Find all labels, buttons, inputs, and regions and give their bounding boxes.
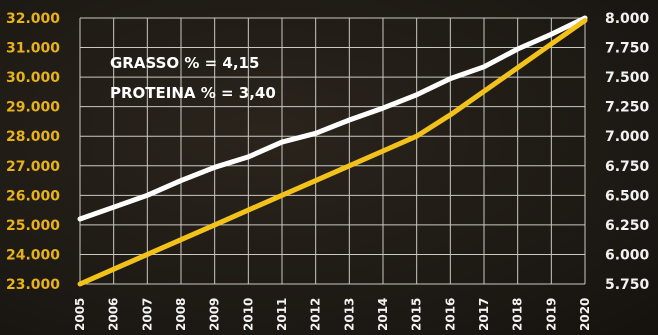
left-tick-label: 27.000 — [6, 159, 60, 175]
x-tick-label: 2016 — [443, 298, 457, 331]
annotation-proteina: PROTEINA % = 3,40 — [110, 84, 276, 102]
x-tick-label: 2020 — [578, 298, 592, 331]
right-tick-label: 6.000 — [605, 247, 650, 263]
x-tick-label: 2009 — [208, 298, 222, 331]
left-tick-label: 31.000 — [6, 41, 60, 57]
x-tick-label: 2006 — [107, 298, 121, 331]
right-tick-label: 5.750 — [605, 277, 650, 293]
x-tick-label: 2013 — [342, 298, 356, 331]
right-tick-label: 6.500 — [605, 188, 650, 204]
right-tick-label: 8.000 — [605, 11, 650, 27]
series-line-white — [77, 15, 588, 222]
series-layer — [77, 15, 588, 287]
right-tick-label: 7.250 — [605, 100, 650, 116]
x-tick-label: 2018 — [511, 298, 525, 331]
left-tick-label: 29.000 — [6, 100, 60, 116]
right-tick-label: 6.250 — [605, 218, 650, 234]
left-tick-label: 24.000 — [6, 247, 60, 263]
annotations: GRASSO % = 4,15 PROTEINA % = 3,40 — [110, 54, 276, 102]
x-tick-label: 2012 — [309, 298, 323, 331]
series-line-yellow — [77, 17, 588, 287]
right-tick-label: 7.000 — [605, 129, 650, 145]
right-axis-ticks: 5.750 6.000 6.250 6.500 6.750 7.000 7.250 7.500… — [605, 11, 650, 293]
right-tick-label: 6.750 — [605, 159, 650, 175]
x-axis-ticks: 2005 2006 2007 2008 2009 2010 2011 2012 2013 2014… — [73, 298, 592, 331]
x-tick-label: 2005 — [73, 298, 87, 331]
right-tick-label: 7.500 — [605, 70, 650, 86]
right-tick-label: 7.750 — [605, 41, 650, 57]
x-tick-label: 2019 — [544, 298, 558, 331]
x-tick-label: 2017 — [477, 298, 491, 331]
x-tick-label: 2014 — [376, 298, 390, 331]
x-tick-label: 2015 — [410, 298, 424, 331]
left-tick-label: 30.000 — [6, 70, 60, 86]
x-tick-label: 2011 — [275, 298, 289, 331]
annotation-grasso: GRASSO % = 4,15 — [110, 54, 259, 72]
left-tick-label: 32.000 — [6, 11, 60, 27]
left-tick-label: 26.000 — [6, 188, 60, 204]
left-tick-label: 25.000 — [6, 218, 60, 234]
left-axis-ticks: 23.000 24.000 25.000 26.000 27.000 28.000 29.0… — [6, 11, 60, 293]
x-tick-label: 2007 — [140, 298, 154, 331]
x-tick-label: 2008 — [174, 298, 188, 331]
left-tick-label: 28.000 — [6, 129, 60, 145]
left-tick-label: 23.000 — [6, 277, 60, 293]
x-tick-label: 2010 — [241, 298, 255, 331]
